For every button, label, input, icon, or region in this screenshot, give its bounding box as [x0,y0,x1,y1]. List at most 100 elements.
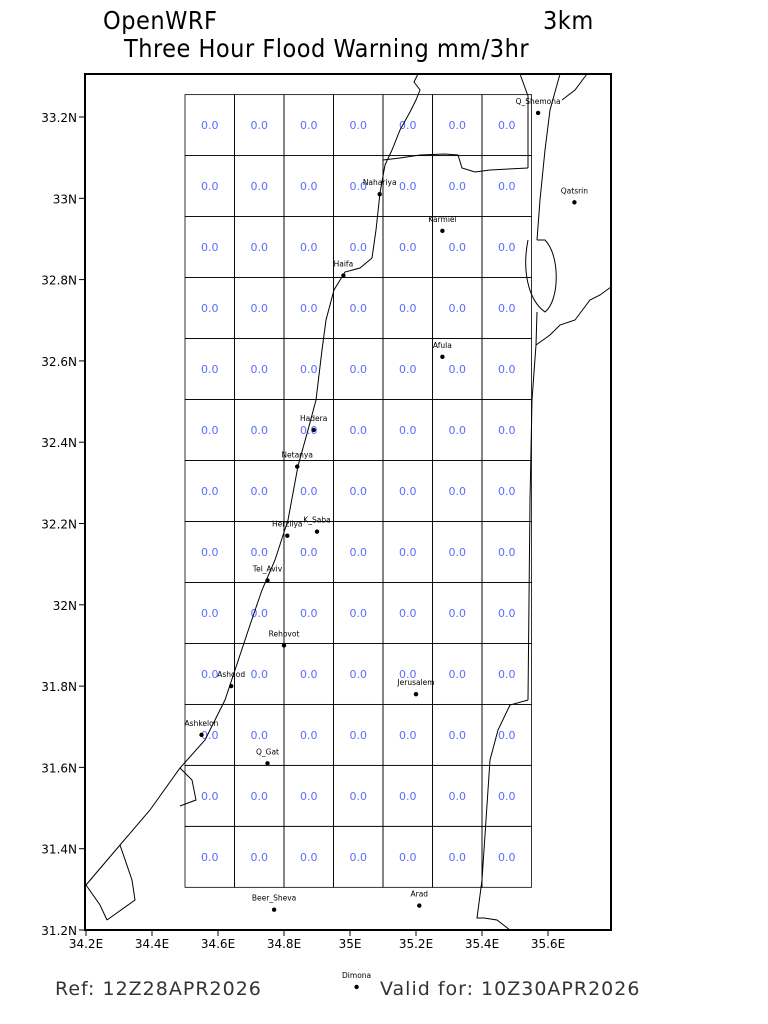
grid-value: 0.0 [350,119,368,132]
city-marker [199,732,204,738]
grid-value: 0.0 [399,668,417,681]
grid-value: 0.0 [449,241,467,254]
grid-value: 0.0 [350,851,368,864]
grid-value: 0.0 [300,363,318,376]
grid-value: 0.0 [498,607,516,620]
grid-value: 0.0 [350,363,368,376]
grid-value: 0.0 [300,302,318,315]
grid-value: 0.0 [201,119,219,132]
grid-value: 0.0 [399,424,417,437]
grid-value: 0.0 [300,790,318,803]
city-label: Jerusalem [396,678,434,687]
city-label: Netanya [281,451,313,460]
city-label: Beer_Sheva [252,894,296,903]
grid-value: 0.0 [449,302,467,315]
ref-time: Ref: 12Z28APR2026 [55,978,262,1000]
lon-tick-label: 35.2E [399,937,433,951]
grid-cell [481,825,532,888]
east-border [525,73,561,701]
lat-tick-label: 31.8N [41,680,77,694]
city-label: Ashdod [217,670,245,679]
grid-value: 0.0 [251,668,269,681]
grid-value: 0.0 [251,241,269,254]
lon-tick-label: 35.4E [465,937,499,951]
grid-value: 0.0 [201,851,219,864]
grid-value: 0.0 [498,668,516,681]
grid-value: 0.0 [251,363,269,376]
grid-value: 0.0 [201,424,219,437]
grid-value: 0.0 [498,119,516,132]
lat-tick-label: 32N [53,599,77,613]
grid-value: 0.0 [201,302,219,315]
lat-tick-label: 32.2N [41,518,77,532]
grid-value: 0.0 [350,607,368,620]
lat-tick-label: 33.2N [41,111,77,125]
city-marker [265,761,270,766]
grid-value: 0.0 [251,546,269,559]
grid-value: 0.0 [399,241,417,254]
grid-value: 0.0 [449,546,467,559]
grid-value: 0.0 [201,607,219,620]
grid-value: 0.0 [251,729,269,742]
grid-value: 0.0 [399,485,417,498]
axes: 34.2E 34.4E 34.6E 34.8E 35E 35.2E 35.4E 35.6E 31… [41,111,565,951]
grid-value: 0.0 [350,241,368,254]
city-marker [271,907,277,912]
grid-value: 0.0 [449,668,467,681]
grid-value: 0.0 [399,363,417,376]
city-label: Qatsrin [561,186,589,195]
grid-value: 0.0 [300,607,318,620]
city-label: Rehovot [269,629,300,638]
city-marker [440,354,445,360]
city-marker [572,200,577,205]
grid-value: 0.0 [449,119,467,132]
grid-value: 0.0 [399,180,417,193]
grid-value: 0.0 [201,790,219,803]
grid-value: 0.0 [449,180,467,193]
city-marker [265,578,270,583]
grid-value: 0.0 [201,485,219,498]
valid-time: Valid for: 10Z30APR2026 [380,978,641,1000]
map-frame [84,73,612,931]
coastlines-borders [85,73,612,931]
city-label: Nahariya [363,178,397,187]
lebanon-border [382,153,529,173]
city-marker [295,464,300,469]
lon-tick-label: 34.2E [69,937,103,951]
city-label: K_Saba [303,516,330,525]
city-label: Dimona [342,971,371,980]
grid-value: 0.0 [350,302,368,315]
grid-value: 0.0 [399,790,417,803]
city-label: Karmiel [428,215,456,224]
grid-value: 0.0 [300,668,318,681]
grid-value: 0.0 [300,851,318,864]
city-marker [440,228,445,234]
city-label: Arad [411,890,429,899]
city-marker [311,427,316,433]
resolution-label: 3km [543,6,594,35]
grid-value: 0.0 [350,790,368,803]
lat-tick-label: 32.6N [41,355,77,369]
city-marker [417,903,422,908]
city-marker [377,192,382,197]
city-marker [285,533,290,538]
grid-value: 0.0 [399,302,417,315]
grid-value: 0.0 [498,424,516,437]
grid-value: 0.0 [350,668,368,681]
gaza-border [179,767,197,807]
grid-value: 0.0 [498,241,516,254]
coastline [85,73,421,886]
lon-tick-label: 34.8E [267,937,301,951]
grid-value: 0.0 [300,424,318,437]
grid-value: 0.0 [201,180,219,193]
grid-value: 0.0 [498,851,516,864]
city-label: Haifa [334,260,354,269]
grid-value: 0.0 [449,424,467,437]
grid-value: 0.0 [449,729,467,742]
city-label: Q_Gat [256,747,279,756]
grid-value: 0.0 [399,851,417,864]
city-label: Afula [433,341,452,350]
lon-tick-label: 35E [339,937,362,951]
grid-value: 0.0 [201,668,219,681]
